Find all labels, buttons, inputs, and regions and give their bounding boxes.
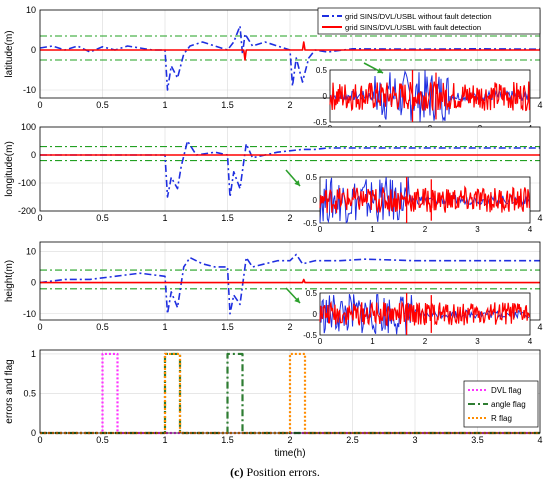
inset-y-tick-label: 0.5: [316, 66, 328, 75]
x-tick-label: 1: [162, 322, 167, 332]
x-tick-label: 0.5: [96, 322, 109, 332]
legend-top: grid SINS/DVL/USBL without fault detecti…: [317, 7, 541, 35]
inset-x-tick-label: 2: [423, 225, 428, 234]
legend-box: [317, 7, 541, 35]
y-tick-label: 1: [31, 349, 36, 359]
inset-y-tick-label: -0.5: [303, 331, 317, 340]
inset-y-tick-label: -0.5: [303, 219, 317, 228]
inset-y-tick-label: 0: [313, 196, 318, 205]
y-axis-label: longitude(m): [4, 141, 15, 197]
legend-box: [463, 380, 539, 428]
inset-x-tick-label: 0: [318, 225, 323, 234]
axes-frame: [39, 126, 541, 212]
x-tick-label: 3: [412, 435, 417, 445]
inset-x-tick-label: 1: [370, 337, 375, 346]
legend-label: grid SINS/DVL/USBL with fault detection: [345, 23, 481, 32]
y-tick-label: -10: [23, 309, 36, 319]
y-tick-label: 0: [31, 45, 36, 55]
inset-x-tick-label: 2: [423, 337, 428, 346]
x-tick-label: 1.5: [221, 213, 234, 223]
x-tick-label: 0: [37, 100, 42, 110]
x-tick-label: 2: [287, 435, 292, 445]
x-tick-label: 2: [287, 322, 292, 332]
x-tick-label: 1.5: [221, 322, 234, 332]
legend-label: DVL flag: [491, 386, 521, 395]
zoom-arrow-head: [294, 297, 300, 303]
y-axis-label: errors and flag: [4, 359, 15, 423]
x-tick-label: 0: [37, 435, 42, 445]
x-tick-label: 2: [287, 213, 292, 223]
x-tick-label: 2.5: [346, 435, 359, 445]
inset-blue-noise: [329, 69, 530, 122]
inset-x-tick-label: 3: [475, 337, 480, 346]
x-tick-label: 4: [537, 213, 542, 223]
series-line: [40, 41, 540, 61]
x-tick-label: 0.5: [96, 100, 109, 110]
legend-label: angle flag: [491, 400, 526, 409]
inset-red-noise: [319, 300, 531, 327]
x-tick-label: 2: [287, 100, 292, 110]
x-tick-label: 0.5: [96, 435, 109, 445]
figure-caption: (c) Position errors.: [0, 465, 550, 480]
x-tick-label: 1: [162, 213, 167, 223]
x-tick-label: 0.5: [96, 213, 109, 223]
y-tick-label: -200: [18, 206, 36, 216]
inset-x-tick-label: 4: [528, 225, 533, 234]
inset-height: 0 1 2 3 40.50-0.5: [285, 287, 533, 346]
inset-x-tick-label: 4: [528, 337, 533, 346]
legend-label: R flag: [491, 414, 512, 423]
x-tick-label: 4: [537, 100, 542, 110]
legend-flags: DVL flag angle flag R flag: [463, 380, 539, 428]
x-tick-label: 1: [162, 435, 167, 445]
inset-y-tick-label: -0.5: [313, 118, 327, 127]
x-tick-label: 1.5: [221, 435, 234, 445]
y-tick-label: 0: [31, 278, 36, 288]
y-tick-label: 100: [21, 122, 36, 132]
inset-y-tick-label: 0.5: [306, 173, 318, 182]
axes-frame: [39, 9, 541, 99]
zoom-arrow-head: [377, 68, 383, 74]
x-tick-label: 1.5: [221, 100, 234, 110]
axes-frame: [39, 241, 541, 321]
x-tick-label: 3.5: [471, 435, 484, 445]
inset-x-tick-label: 3: [475, 225, 480, 234]
x-tick-label: 0: [37, 322, 42, 332]
series-line: [40, 278, 540, 284]
caption-text: Position errors.: [246, 465, 320, 479]
y-tick-label: 10: [26, 5, 36, 15]
y-tick-label: 0.5: [23, 388, 36, 398]
inset-y-tick-label: 0.5: [306, 289, 318, 298]
legend-label: grid SINS/DVL/USBL without fault detecti…: [345, 12, 492, 21]
zoom-arrow-head: [294, 180, 300, 186]
caption-label: (c): [230, 465, 244, 479]
inset-red-noise: [329, 81, 531, 112]
x-tick-label: 4: [537, 435, 542, 445]
y-tick-label: 10: [26, 246, 36, 256]
x-tick-label: 4: [537, 322, 542, 332]
axes-frame: [39, 349, 541, 434]
x-tick-label: 1: [162, 100, 167, 110]
y-axis-label: latitude(m): [4, 30, 15, 77]
x-axis-label: time(h): [274, 448, 305, 459]
inset-y-tick-label: 0: [323, 92, 328, 101]
y-tick-label: 0: [31, 150, 36, 160]
series-line: [39, 253, 540, 315]
y-tick-label: 0: [31, 428, 36, 438]
x-tick-label: 0: [37, 213, 42, 223]
inset-longitude: 0 1 2 3 40.50-0.5: [285, 169, 533, 234]
y-tick-label: -100: [18, 178, 36, 188]
y-axis-label: height(m): [4, 260, 15, 302]
inset-red-noise: [319, 185, 531, 214]
inset-x-tick-label: 0: [318, 337, 323, 346]
series-line: [40, 140, 540, 198]
inset-x-tick-label: 1: [370, 225, 375, 234]
panel-flags: 0 0.5 1 1.5 2 2.5 3 3.5 4 1 0.5 0 errors and flag tim…: [4, 349, 543, 459]
inset-y-tick-label: 0: [313, 310, 318, 319]
y-tick-label: -10: [23, 85, 36, 95]
